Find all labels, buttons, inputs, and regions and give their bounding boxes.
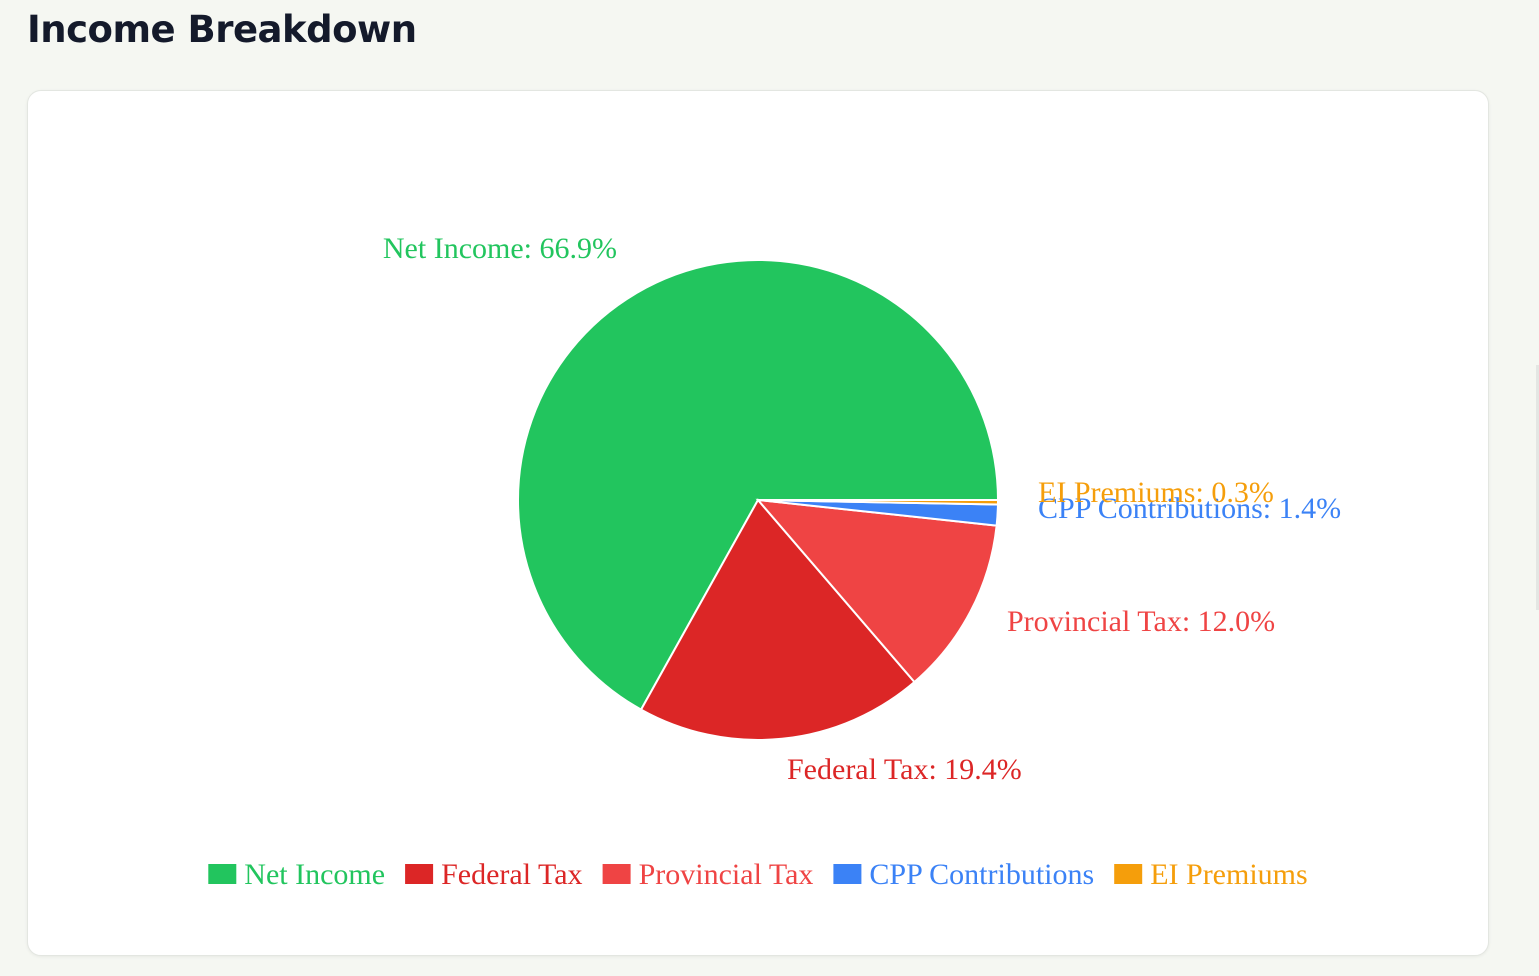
slice-label-net-income: Net Income: 66.9%	[383, 232, 617, 265]
slice-label-ei-premiums: EI Premiums: 0.3%	[1038, 476, 1274, 509]
legend-swatch-provincial-tax	[602, 864, 631, 884]
legend-item-federal-tax[interactable]: Federal Tax	[405, 858, 583, 891]
chart-legend[interactable]: Net Income Federal Tax Provincial Tax CPP C…	[208, 858, 1308, 891]
slice-label-provincial-tax: Provincial Tax: 12.0%	[1007, 605, 1275, 638]
legend-swatch-ei-premiums	[1114, 864, 1143, 884]
legend-label-ei-premiums: EI Premiums	[1150, 858, 1308, 891]
page-title: Income Breakdown	[27, 8, 417, 51]
legend-swatch-net-income	[208, 864, 237, 884]
legend-swatch-federal-tax	[405, 864, 434, 884]
slice-label-cpp-contributions: CPP Contributions: 1.4%	[1038, 492, 1341, 525]
legend-item-ei-premiums[interactable]: EI Premiums	[1114, 858, 1308, 891]
legend-item-net-income[interactable]: Net Income	[208, 858, 385, 891]
pie-slice-provincial-tax[interactable]	[755, 498, 998, 684]
legend-item-cpp-contributions[interactable]: CPP Contributions	[833, 858, 1094, 891]
legend-swatch-cpp-contributions	[833, 864, 862, 884]
pie-slice-net-income[interactable]	[517, 259, 1000, 711]
pie-slices	[517, 259, 1000, 741]
pie-slice-ei-premiums[interactable]	[757, 499, 1000, 506]
legend-label-net-income: Net Income	[244, 858, 385, 891]
slice-labels: Net Income: 66.9% Federal Tax: 19.4% Provi…	[383, 232, 1341, 786]
legend-label-provincial-tax: Provincial Tax	[639, 858, 814, 891]
scrollbar-edge[interactable]	[1536, 365, 1539, 610]
pie-slice-federal-tax[interactable]	[639, 498, 916, 741]
legend-label-federal-tax: Federal Tax	[441, 858, 582, 891]
slice-label-federal-tax: Federal Tax: 19.4%	[787, 753, 1022, 786]
legend-label-cpp-contributions: CPP Contributions	[869, 858, 1094, 891]
legend-item-provincial-tax[interactable]: Provincial Tax	[602, 858, 814, 891]
